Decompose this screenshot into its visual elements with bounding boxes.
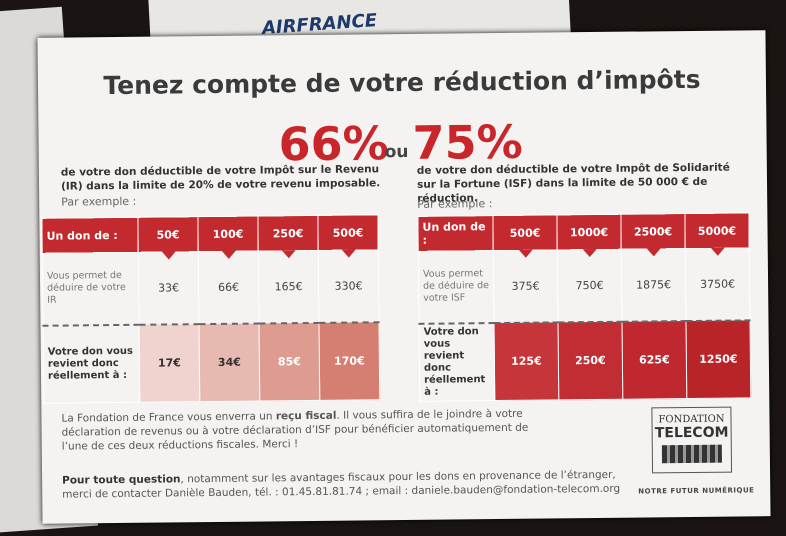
header-row: Un don de :50€ 100€ 250€ 500€ xyxy=(41,214,379,254)
value-cell: 34€ xyxy=(198,323,260,402)
row-label: Vous permet de déduire de votre IR xyxy=(42,252,139,326)
logo: FONDATION TELECOM xyxy=(651,406,733,474)
header-cell: 100€ xyxy=(197,216,259,252)
flyer: Tenez compte de votre réduction d’impôts… xyxy=(37,30,771,524)
header-cell: 50€ xyxy=(137,216,199,253)
description: de votre don déductible de votre Impôt s… xyxy=(60,163,381,193)
row-label: Votre don vous revient donc réellement à… xyxy=(418,322,495,402)
or: ou xyxy=(384,141,409,163)
rate: 75% xyxy=(412,114,523,170)
example-label: Par exemple : xyxy=(417,197,493,211)
header-row: Un don de :500€ 1000€ 2500€ 5000€ xyxy=(417,212,750,252)
net-cost-row: Votre don vous revient donc réellement à… xyxy=(42,321,380,404)
donation-table: Un don de :50€ 100€ 250€ 500€ Vous permet de… xyxy=(41,214,380,404)
value-cell: 1875€ xyxy=(621,248,686,322)
header-cell: 1000€ xyxy=(556,214,622,250)
logo-pattern xyxy=(661,444,722,464)
value-cell: 17€ xyxy=(138,323,200,403)
header-label: Un don de : xyxy=(417,215,494,252)
value-cell: 1250€ xyxy=(685,319,751,399)
value-cell: 33€ xyxy=(138,251,199,325)
value-cell: 330€ xyxy=(318,249,379,323)
donation-table: Un don de :500€ 1000€ 2500€ 5000€ Vous perme… xyxy=(417,212,751,402)
value-cell: 250€ xyxy=(557,321,623,400)
header-cell: 2500€ xyxy=(620,213,686,250)
value-cell: 375€ xyxy=(493,249,558,323)
row-label: Vous permet de déduire de votre ISF xyxy=(418,250,494,324)
receipt-note: La Fondation de France vous enverra un r… xyxy=(61,407,531,454)
header-cell: 250€ xyxy=(257,215,319,252)
deduction-row: Vous permet de déduire de votre IR 33€ 66€… xyxy=(42,249,379,326)
header-cell: 5000€ xyxy=(684,212,750,249)
header-cell: 500€ xyxy=(317,214,379,251)
value-cell: 170€ xyxy=(318,321,380,401)
header-label: Un don de : xyxy=(41,217,139,254)
logo-line: TELECOM xyxy=(654,424,729,442)
text: Pour toute question xyxy=(62,473,181,487)
value-cell: 66€ xyxy=(198,251,259,324)
value-cell: 750€ xyxy=(557,249,622,322)
title: Tenez compte de votre réduction d’impôts xyxy=(103,64,701,101)
example-label: Par exemple : xyxy=(61,194,137,209)
deduction-row: Vous permet de déduire de votre ISF 375€ 7… xyxy=(418,247,750,324)
logo-line: FONDATION xyxy=(658,413,725,426)
contact-note: Pour toute question, notamment sur les a… xyxy=(62,468,632,502)
value-cell: 85€ xyxy=(258,322,320,402)
value-cell: 625€ xyxy=(621,320,687,400)
header-cell: 500€ xyxy=(492,214,558,251)
text: reçu fiscal xyxy=(275,409,337,423)
text: La Fondation de France vous enverra un xyxy=(61,410,276,425)
value-cell: 165€ xyxy=(258,250,319,324)
tagline: NOTRE FUTUR NUMÉRIQUE xyxy=(638,486,755,496)
value-cell: 3750€ xyxy=(685,247,750,321)
row-label: Votre don vous revient donc réellement à… xyxy=(42,324,140,404)
value-cell: 125€ xyxy=(493,321,559,401)
net-cost-row: Votre don vous revient donc réellement à… xyxy=(418,319,751,402)
